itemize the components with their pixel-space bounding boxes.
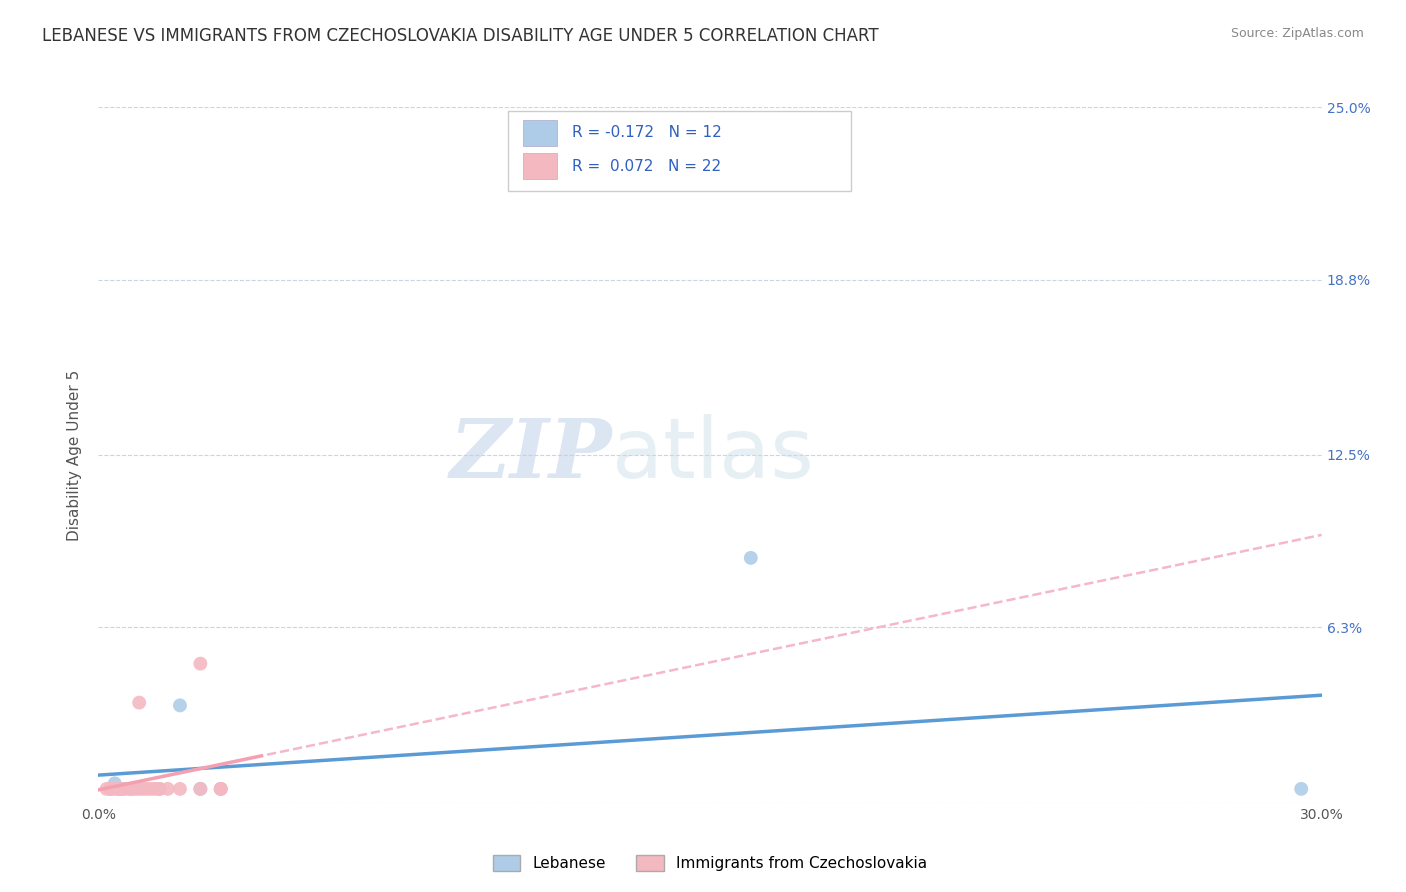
Point bbox=[169, 698, 191, 713]
Point bbox=[108, 781, 131, 796]
Point bbox=[169, 781, 191, 796]
Y-axis label: Disability Age Under 5: Disability Age Under 5 bbox=[67, 369, 83, 541]
Point bbox=[1291, 781, 1313, 796]
Point bbox=[141, 781, 163, 796]
Point bbox=[209, 781, 232, 796]
Point bbox=[104, 776, 127, 790]
Point bbox=[149, 781, 172, 796]
Point bbox=[96, 781, 118, 796]
Text: Source: ZipAtlas.com: Source: ZipAtlas.com bbox=[1230, 27, 1364, 40]
Point bbox=[156, 781, 179, 796]
Legend: Lebanese, Immigrants from Czechoslovakia: Lebanese, Immigrants from Czechoslovakia bbox=[485, 847, 935, 879]
Point bbox=[128, 696, 150, 710]
Point bbox=[100, 781, 122, 796]
FancyBboxPatch shape bbox=[523, 153, 557, 179]
Point bbox=[740, 550, 762, 565]
Point bbox=[111, 781, 134, 796]
Point bbox=[108, 781, 131, 796]
Text: atlas: atlas bbox=[612, 415, 814, 495]
Point bbox=[136, 781, 159, 796]
Point bbox=[188, 781, 212, 796]
Point bbox=[111, 781, 134, 796]
Point bbox=[120, 781, 142, 796]
Point bbox=[149, 781, 172, 796]
Point bbox=[100, 781, 122, 796]
Text: LEBANESE VS IMMIGRANTS FROM CZECHOSLOVAKIA DISABILITY AGE UNDER 5 CORRELATION CH: LEBANESE VS IMMIGRANTS FROM CZECHOSLOVAK… bbox=[42, 27, 879, 45]
Point bbox=[188, 657, 212, 671]
Point bbox=[108, 781, 131, 796]
Point bbox=[128, 781, 150, 796]
Point bbox=[120, 781, 142, 796]
Point bbox=[104, 781, 127, 796]
Point bbox=[132, 781, 155, 796]
Point bbox=[209, 781, 232, 796]
Text: ZIP: ZIP bbox=[450, 415, 612, 495]
FancyBboxPatch shape bbox=[523, 120, 557, 146]
Point bbox=[124, 781, 146, 796]
Text: R =  0.072   N = 22: R = 0.072 N = 22 bbox=[572, 159, 721, 174]
FancyBboxPatch shape bbox=[508, 111, 851, 191]
Point bbox=[209, 781, 232, 796]
Point bbox=[188, 781, 212, 796]
Text: R = -0.172   N = 12: R = -0.172 N = 12 bbox=[572, 125, 721, 140]
Point bbox=[145, 781, 167, 796]
Point bbox=[100, 781, 122, 796]
Point bbox=[115, 781, 138, 796]
